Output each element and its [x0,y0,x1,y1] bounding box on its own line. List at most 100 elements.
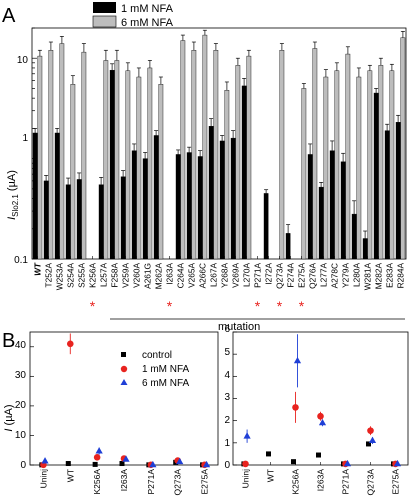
b-right-xtick-label-K256A: K256A [291,469,301,495]
bar-6mm-L277A [323,76,329,260]
xtick-label-I272A: I272A [264,263,274,285]
bar-1mm-T252A [43,180,49,260]
br-ytick-3: 3 [224,392,230,403]
xtick-label-M262A: M262A [154,263,164,290]
star-I263A: * [167,298,173,314]
ylabel-unit: (µA) [6,170,18,194]
bar-6mm-Q276A [312,48,318,260]
bar-6mm-L267A [213,50,219,260]
bar-1mm-S255A [76,179,82,260]
b-left-point-control-K256A [92,461,98,467]
bar-1mm-V260A [131,150,137,260]
bl-ytick-20: 20 [15,400,27,411]
b-left-xtick-label-K256A: K256A [92,469,102,495]
xtick-label-W281A: W281A [363,263,373,291]
bar-1mm-S254A [65,184,71,260]
panel-b-right-yticks: 0 1 2 3 4 5 6 [224,324,230,471]
bar-6mm-L270A [246,55,252,260]
b-legend-control-label: control [142,350,172,361]
bar-6mm-V260A [136,76,142,260]
panel-b-ylabel: I (µA) [3,404,15,431]
bar-6mm-L280A [356,76,362,260]
star-E275A: * [299,298,305,314]
b-legend-1mm-label: 1 mM NFA [142,364,190,375]
bar-6mm-V259A [125,70,131,260]
bar-6mm-M262A [158,84,164,260]
b-right-point-1mm-K256A [292,404,299,411]
star-P271A: * [255,298,261,314]
star-Q273A: * [277,298,283,314]
bar-6mm-Y268A [224,90,230,260]
b-left-point-1mm-WT [66,340,74,348]
xtick-label-V265A: V265A [187,263,197,288]
bar-6mm-M282A [378,65,384,260]
xtick-label-L267A: L267A [209,263,219,287]
xtick-label-A278C: A278C [330,263,340,288]
bar-1mm-C264A [175,154,181,260]
svg-text:I (µA): I (µA) [3,404,15,431]
svg-text:ISlo2.1 (µA): ISlo2.1 (µA) [6,170,20,220]
b-right-point-control-Q273A [366,441,371,447]
bar-1mm-M282A [373,92,379,260]
xtick-label-Q276A: Q276A [308,263,318,289]
bar-6mm-W253A [59,43,65,260]
bar-6mm-A278C [334,70,340,260]
xtick-label-A261G: A261G [143,263,153,289]
xtick-label-K256A: K256A [88,263,98,288]
panel-a-label: A [2,5,16,27]
ytick-label-1: 1 [22,133,28,144]
xtick-label-C264A: C264A [176,263,186,289]
b-right-point-control-WT [266,451,271,457]
bar-1mm-Q276A [307,154,313,260]
b-right-point-6mm-I263A [318,418,327,426]
b-left-point-1mm-K256A [93,454,101,461]
bar-1mm-Y279A [340,161,346,260]
bar-6mm-WT [37,55,43,260]
bar-6mm-Q273A [279,50,285,260]
xtick-label-E275A: E275A [297,263,307,288]
xtick-label-V269A: V269A [231,263,241,288]
bar-6mm-S254A [70,84,76,260]
xtick-label-I263A: I263A [165,263,175,285]
bar-1mm-F274A [285,233,291,260]
ylabel-i: I [6,217,18,220]
legend-label-6mm: 6 mM NFA [121,17,174,29]
b-right-frame [232,331,409,466]
bar-1mm-I272A [263,193,269,260]
b-left-point-6mm-Uninj [41,457,49,464]
panel-a-legend: 1 mM NFA 6 mM NFA [92,2,174,29]
panel-a-plot: WT T252A W253A S254A S255A K256A*L257A F258A V2… [31,27,407,314]
bar-6mm-C264A [180,40,186,260]
xtick-label-P271A: P271A [253,263,263,288]
xtick-label-S254A: S254A [66,263,76,288]
b-legend-control-marker [121,352,126,357]
bl-ytick-30: 30 [15,370,27,381]
b-left-point-6mm-Q273A [176,457,184,465]
br-ytick-2: 2 [224,415,230,426]
bar-6mm-E283A [389,70,395,260]
b-left-point-control-WT [65,461,71,467]
xtick-label-A266C: A266C [198,263,208,288]
b-left-xtick-label-I263A: I263A [119,469,129,492]
xtick-label-Y268A: Y268A [220,263,230,288]
bar-1mm-A266C [197,156,203,260]
panel-a-ylabel: ISlo2.1 (µA) [6,170,20,220]
xtick-label-Y279A: Y279A [341,263,351,288]
xtick-label-S255A: S255A [77,263,87,288]
bar-6mm-E275A [301,88,307,260]
b-left-xtick-label-Uninj: Uninj [38,469,48,488]
xtick-label-M282A: M282A [374,263,384,290]
bar-1mm-R284A [395,122,401,260]
b-right-point-control-I263A [316,452,321,458]
bar-6mm-A261G [147,67,153,260]
panel-a-frame [31,27,407,260]
b-ylabel-i: I [3,429,15,432]
bar-6mm-A266C [202,34,208,260]
b-left-point-6mm-P271A [149,460,157,468]
b-right-point-1mm-Q273A [367,427,374,434]
b-right-xtick-label-Uninj: Uninj [241,469,251,488]
b-left-xtick-label-WT: WT [65,469,75,482]
b-right-point-6mm-E275A [393,459,402,467]
xtick-label-R284A: R284A [396,263,406,289]
